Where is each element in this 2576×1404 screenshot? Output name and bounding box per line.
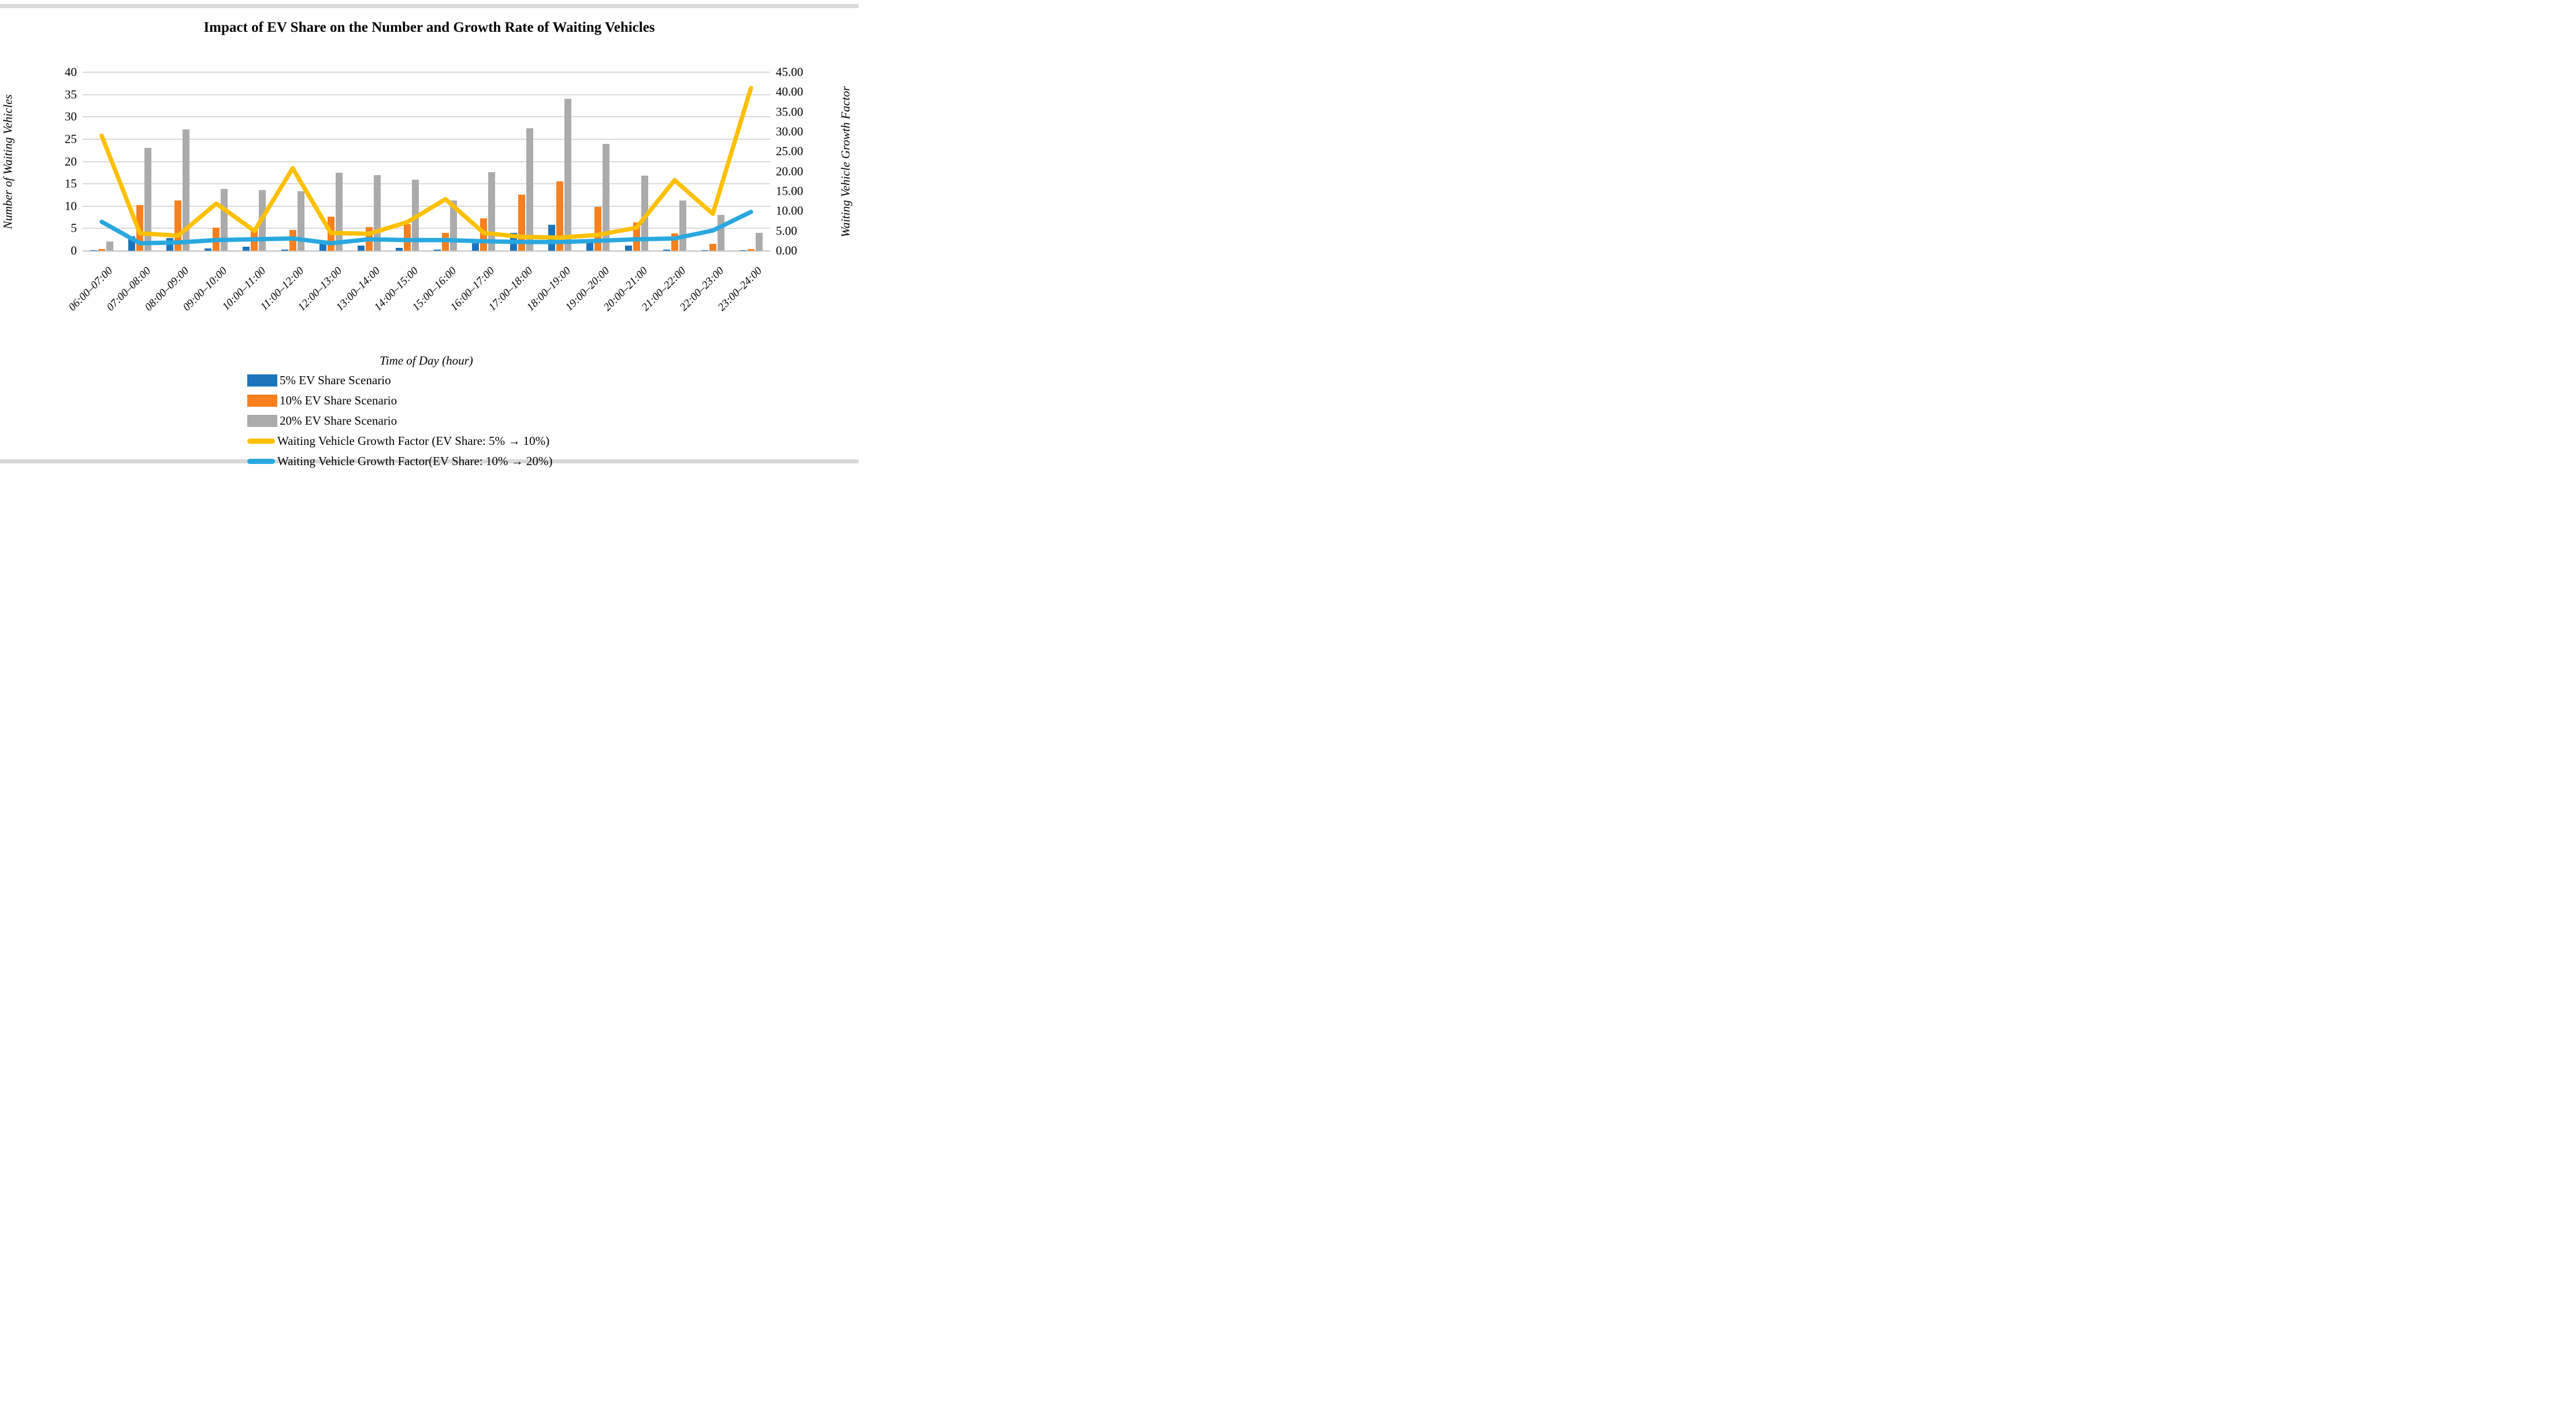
bar bbox=[395, 247, 403, 251]
y-tick-right: 20.00 bbox=[776, 164, 804, 179]
page-rule-top bbox=[0, 4, 858, 8]
bar bbox=[526, 128, 534, 251]
y-tick-right: 15.00 bbox=[776, 184, 804, 198]
bar bbox=[221, 188, 228, 251]
legend-item: Waiting Vehicle Growth Factor (EV Share:… bbox=[247, 431, 552, 451]
y-tick-left: 25 bbox=[65, 132, 77, 146]
y-tick-right: 25.00 bbox=[776, 144, 804, 158]
bar-category-group bbox=[83, 72, 121, 251]
legend-item: 5% EV Share Scenario bbox=[247, 370, 552, 391]
bar bbox=[281, 250, 288, 251]
bar bbox=[747, 248, 754, 251]
line-series-layer bbox=[99, 86, 753, 246]
legend-label: Waiting Vehicle Growth Factor(EV Share: … bbox=[277, 454, 553, 468]
bar bbox=[297, 191, 304, 251]
legend-bar-swatch bbox=[247, 415, 277, 427]
y-tick-right: 35.00 bbox=[776, 105, 804, 119]
growth-line bbox=[99, 209, 753, 246]
legend-line-swatch bbox=[247, 439, 275, 444]
y-tick-left: 20 bbox=[65, 154, 77, 168]
bar bbox=[586, 242, 594, 251]
legend: 5% EV Share Scenario 10% EV Share Scenari… bbox=[247, 370, 552, 468]
bar-category-group bbox=[732, 72, 770, 251]
bar bbox=[183, 129, 190, 251]
legend-item: 20% EV Share Scenario bbox=[247, 411, 552, 431]
y-tick-left: 15 bbox=[65, 176, 77, 191]
bar bbox=[556, 181, 564, 251]
y-tick-left: 30 bbox=[65, 109, 77, 124]
legend-label: Waiting Vehicle Growth Factor (EV Share:… bbox=[277, 434, 550, 448]
gridline bbox=[83, 228, 770, 229]
bar bbox=[564, 99, 572, 251]
bar bbox=[663, 250, 670, 251]
bar bbox=[144, 148, 152, 251]
bar bbox=[174, 200, 182, 251]
growth-line bbox=[99, 86, 753, 240]
bar bbox=[434, 249, 441, 251]
y-tick-right: 40.00 bbox=[776, 84, 804, 99]
bar bbox=[243, 247, 250, 251]
bar-category-group bbox=[618, 72, 656, 251]
figure-page: Impact of EV Share on the Number and Gro… bbox=[0, 0, 858, 468]
bar-group bbox=[83, 72, 770, 251]
bar bbox=[641, 176, 648, 251]
bar-category-group bbox=[541, 72, 579, 251]
bar bbox=[472, 243, 479, 251]
legend-bar-swatch bbox=[247, 374, 277, 387]
y-tick-right: 5.00 bbox=[776, 224, 797, 238]
plot-area bbox=[83, 72, 770, 252]
bar bbox=[98, 248, 106, 251]
gridline bbox=[83, 72, 770, 73]
gridline bbox=[83, 183, 770, 185]
chart-title: Impact of EV Share on the Number and Gro… bbox=[203, 20, 655, 35]
y-tick-left: 35 bbox=[65, 87, 77, 102]
bar bbox=[603, 144, 610, 251]
legend-label: 20% EV Share Scenario bbox=[280, 414, 397, 428]
legend-item: 10% EV Share Scenario bbox=[247, 391, 552, 411]
gridline bbox=[83, 94, 770, 95]
y-tick-right: 10.00 bbox=[776, 203, 804, 218]
gridline bbox=[83, 116, 770, 118]
bar bbox=[357, 245, 365, 251]
y-tick-right: 0.00 bbox=[776, 243, 797, 258]
y-tick-right: 30.00 bbox=[776, 124, 804, 139]
gridline bbox=[83, 205, 770, 207]
bar bbox=[106, 241, 114, 251]
legend-label: 5% EV Share Scenario bbox=[280, 373, 391, 387]
x-axis-title: Time of Day (hour) bbox=[380, 354, 473, 367]
bar bbox=[625, 245, 632, 251]
gridline bbox=[83, 161, 770, 162]
y-tick-left: 0 bbox=[70, 243, 77, 258]
y-tick-left: 10 bbox=[65, 199, 77, 213]
bar bbox=[755, 233, 763, 251]
bar bbox=[403, 224, 411, 251]
right-axis-title: Waiting Vehicle Growth Factor bbox=[838, 86, 853, 237]
bar bbox=[488, 172, 496, 251]
bar bbox=[701, 250, 708, 251]
bar bbox=[90, 250, 98, 251]
y-tick-right: 45.00 bbox=[776, 65, 804, 79]
page-rule-bottom bbox=[0, 459, 858, 463]
bar bbox=[205, 248, 212, 251]
bar bbox=[319, 243, 326, 251]
legend-item: Waiting Vehicle Growth Factor(EV Share: … bbox=[247, 451, 552, 468]
legend-label: 10% EV Share Scenario bbox=[280, 393, 397, 407]
bar bbox=[709, 244, 716, 251]
bar bbox=[739, 250, 746, 251]
legend-line-swatch bbox=[247, 459, 275, 464]
y-tick-left: 5 bbox=[70, 221, 77, 235]
gridline bbox=[83, 138, 770, 140]
x-axis-line bbox=[83, 250, 770, 252]
y-tick-left: 40 bbox=[65, 65, 77, 79]
legend-bar-swatch bbox=[247, 395, 277, 407]
